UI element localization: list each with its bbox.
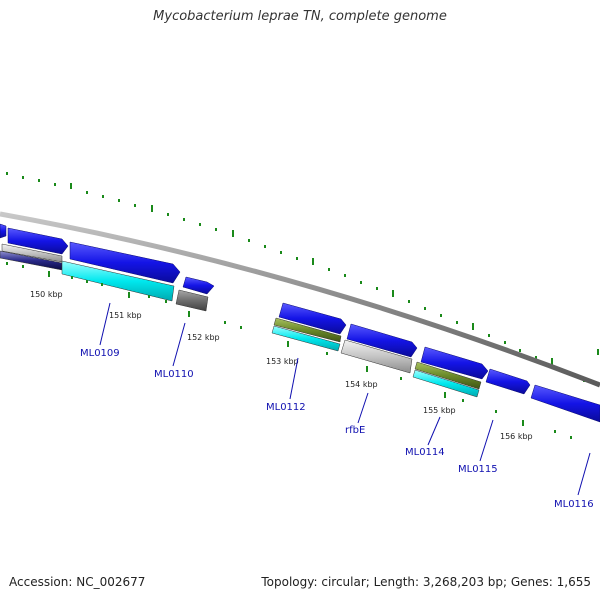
genome-map: 150 kbp 151 kbp 152 kbp 153 kbp 154 kbp … (0, 0, 600, 600)
gene-label: rfbE (345, 425, 365, 436)
forward-strand-features (0, 224, 600, 422)
kbp-label: 154 kbp (345, 380, 378, 389)
topology-text: Topology: circular; Length: 3,268,203 bp… (261, 575, 591, 589)
cds-feature (0, 224, 6, 238)
kbp-label: 152 kbp (187, 333, 220, 342)
gene-leader-lines (100, 303, 590, 495)
gene-label: ML0116 (554, 499, 594, 510)
cds-feature (531, 385, 600, 422)
gene-label: ML0110 (154, 369, 194, 380)
kbp-label: 155 kbp (423, 406, 456, 415)
genome-backbone (0, 214, 600, 385)
gene-label: ML0109 (80, 348, 120, 359)
gene-label: ML0114 (405, 447, 445, 458)
gene-labels: ML0109 ML0110 ML0112 rfbE ML0114 ML0115 … (80, 348, 594, 510)
gene-label: ML0112 (266, 402, 306, 413)
cds-feature (183, 277, 214, 294)
gene-label: ML0115 (458, 464, 498, 475)
kbp-label: 153 kbp (266, 357, 299, 366)
kbp-label: 156 kbp (500, 432, 533, 441)
kbp-label: 150 kbp (30, 290, 63, 299)
cds-feature (486, 369, 530, 394)
accession-text: Accession: NC_002677 (9, 575, 145, 589)
kbp-label: 151 kbp (109, 311, 142, 320)
